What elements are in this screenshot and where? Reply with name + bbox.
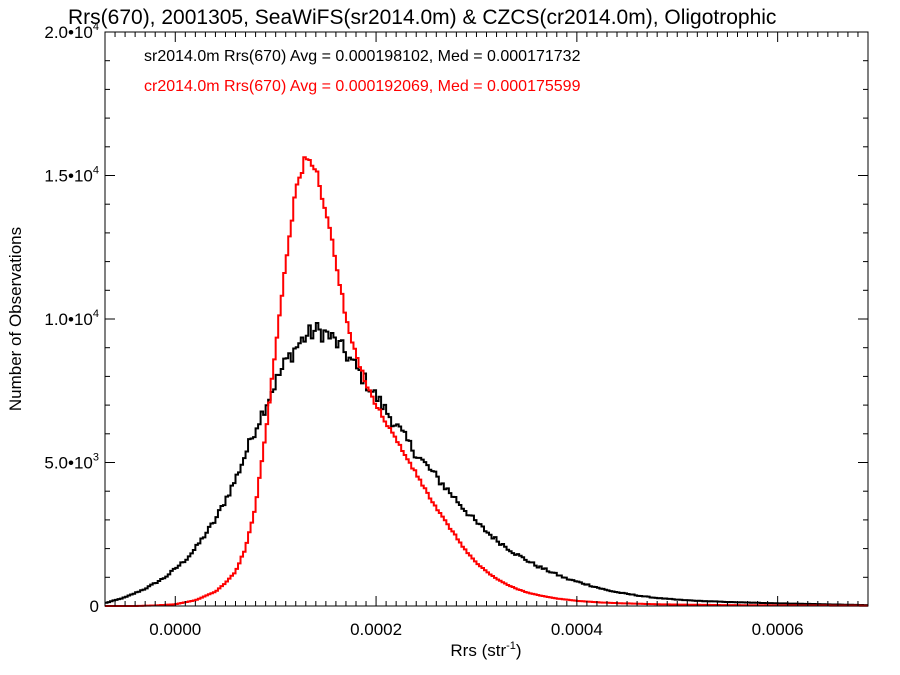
- y-tick-label: 2.0•104: [44, 21, 99, 42]
- y-axis-title: Number of Observations: [6, 227, 25, 411]
- y-tick-label: 5.0•103: [44, 452, 99, 473]
- series-layer: [105, 156, 868, 607]
- series-cr2014.0m-line: [105, 156, 868, 607]
- x-tick-label: 0.0006: [752, 620, 804, 639]
- legend-entry-cr2014: cr2014.0m Rrs(670) Avg = 0.000192069, Me…: [144, 78, 581, 95]
- x-axis: 0.0000 0.0002 0.0004 0.0006: [114, 32, 859, 639]
- x-tick-label: 0.0004: [551, 620, 603, 639]
- chart-title: Rrs(670), 2001305, SeaWiFS(sr2014.0m) & …: [68, 6, 776, 29]
- x-tick-label: 0.0002: [350, 620, 402, 639]
- y-tick-label: 1.0•104: [44, 308, 99, 329]
- y-tick-label: 1.5•104: [44, 165, 99, 186]
- x-axis-title: Rrs (str-1): [450, 640, 521, 660]
- y-axis: 0 5.0•103 1.0•104 1.5•104 2.0•104: [44, 21, 868, 616]
- legend-entry-sr2014: sr2014.0m Rrs(670) Avg = 0.000198102, Me…: [144, 48, 581, 65]
- x-tick-label: 0.0000: [149, 620, 201, 639]
- series-sr2014.0m-line: [105, 322, 868, 607]
- plot-frame: [104, 31, 869, 607]
- y-tick-label: 0: [90, 597, 99, 616]
